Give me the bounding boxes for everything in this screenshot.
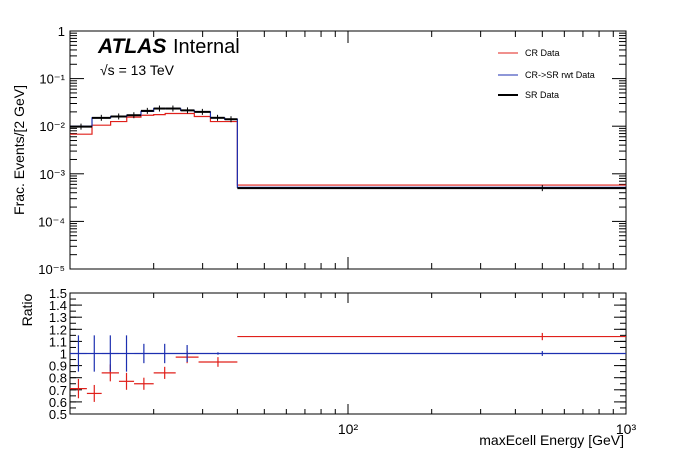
ratio-x-axis: 10² 10³ (69, 293, 637, 437)
y-tick-label: 1 (58, 24, 65, 39)
ratio-y-tick-label: 1.2 (49, 322, 67, 337)
main-x-axis-ticks (69, 31, 614, 269)
atlas-label: ATLAS (97, 35, 166, 58)
atlas-suffix: Internal (173, 36, 240, 58)
legend-label-cr: CR Data (525, 48, 560, 58)
ratio-y-tick-label: 1 (60, 347, 67, 362)
ratio-series-group (70, 332, 626, 402)
ratio-y-tick-label: 1.1 (49, 334, 67, 349)
y-tick-label: 10⁻¹ (39, 72, 65, 87)
ratio-y-tick-label: 1.3 (49, 310, 67, 325)
main-series-group (70, 105, 626, 269)
legend: CR Data CR->SR rwt Data SR Data (498, 48, 595, 100)
ratio-y-axis: 0.50.60.70.80.911.11.21.31.41.5 (49, 286, 626, 422)
series-line-cr-sr-rwt-data (70, 107, 626, 188)
ratio-y-tick-label: 0.9 (49, 359, 67, 374)
ratio-y-tick-label: 1.5 (49, 286, 67, 301)
x-axis-label: maxEcell Energy [GeV] (479, 432, 624, 448)
ratio-y-tick-label: 0.7 (49, 383, 67, 398)
y-tick-label: 10⁻² (39, 119, 65, 134)
y-tick-label: 10⁻⁴ (38, 214, 65, 229)
ratio-y-tick-label: 0.8 (49, 371, 67, 386)
energy-label: √s = 13 TeV (100, 62, 175, 78)
y-tick-label: 10⁻⁵ (38, 262, 65, 277)
ratio-y-tick-label: 0.5 (49, 407, 67, 422)
x-tick-label: 10³ (616, 421, 637, 437)
legend-label-rwt: CR->SR rwt Data (525, 70, 595, 80)
legend-label-sr: SR Data (525, 90, 559, 100)
main-y-axis: 10⁻⁵ 10⁻⁴ 10⁻³ 10⁻² 10⁻¹ 1 (38, 24, 626, 277)
main-y-label: Frac. Events/[2 GeV] (11, 85, 27, 215)
ratio-y-tick-label: 1.4 (49, 298, 67, 313)
x-tick-label: 10² (338, 421, 359, 437)
ratio-y-tick-label: 0.6 (49, 395, 67, 410)
series-line-cr-data (70, 112, 626, 186)
y-tick-label: 10⁻³ (39, 167, 65, 182)
ratio-y-label: Ratio (19, 293, 35, 326)
